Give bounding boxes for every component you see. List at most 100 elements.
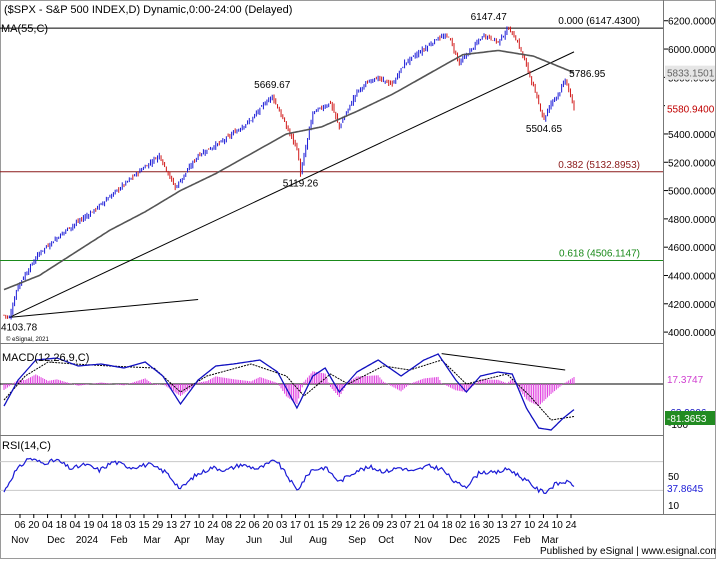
time-axis-day-label: 13: [497, 520, 509, 531]
price-axis-label: 5400.0000: [668, 130, 716, 141]
copyright-label: © eSignal, 2021: [6, 336, 49, 343]
time-axis-day-label: 01: [304, 520, 316, 531]
chart-title: ($SPX - S&P 500 INDEX,D) Dynamic,0:00-24…: [4, 4, 292, 16]
time-axis-month-label: Apr: [174, 535, 190, 546]
price-axis-label: 4400.0000: [668, 271, 716, 282]
time-axis-day-label: 20: [262, 520, 274, 531]
time-axis-day-label: 29: [152, 520, 164, 531]
time-axis-day-label: 15: [317, 520, 329, 531]
rsi-panel: 50 10 37.8645: [0, 457, 715, 512]
price-axis-label: 6200.0000: [668, 17, 716, 28]
price-annotation: 5119.26: [283, 179, 319, 190]
time-axis-month-label: Oct: [378, 535, 394, 546]
time-axis-month-label: Nov: [414, 535, 432, 546]
time-axis-month-label: Feb: [110, 535, 128, 546]
time-axis-day-label: 27: [180, 520, 192, 531]
price-annotation: 6147.47: [471, 12, 508, 23]
signal-value-tag: -81.3653: [667, 414, 707, 425]
rsi-line: [3, 457, 575, 495]
time-axis-day-label: 03: [276, 520, 288, 531]
time-axis-day-label: 08: [221, 520, 233, 531]
price-axis-label: 5000.0000: [668, 187, 716, 198]
time-axis-day-label: 26: [359, 520, 371, 531]
time-axis-month-label: Sep: [348, 535, 366, 546]
last-price-tag: 5580.9400: [667, 104, 715, 115]
price-panel: 4000.0000 4200.0000 4400.0000 4600.0000 4800…: [0, 12, 716, 339]
time-axis-month-label: 2025: [478, 535, 501, 546]
rsi-value-tag: 37.8645: [667, 484, 704, 495]
price-annotation: 5786.95: [569, 69, 606, 80]
trendline: [9, 51, 575, 318]
price-axis-label: 6000.0000: [668, 45, 716, 56]
time-axis-day-label: 24: [207, 520, 219, 531]
time-axis-day-label: 04: [42, 520, 54, 531]
time-axis-month-label: Jun: [246, 535, 262, 546]
time-axis-month-label: 2024: [76, 535, 99, 546]
macd-axis-label: -100: [668, 420, 688, 431]
time-axis-day-label: 21: [414, 520, 426, 531]
trendline: [9, 299, 199, 318]
rsi-label: RSI(14,C): [2, 440, 51, 452]
fib-level-label: 0.000 (6147.4300): [558, 16, 640, 27]
time-axis-day-label: 22: [235, 520, 247, 531]
price-axis-label: 4200.0000: [668, 300, 716, 311]
time-axis-day-label: 24: [565, 520, 577, 531]
time-axis-day-label: 30: [483, 520, 495, 531]
time-axis-day-label: 06: [14, 520, 26, 531]
time-axis-month-label: Jul: [280, 535, 293, 546]
time-axis-day-label: 19: [83, 520, 95, 531]
price-axis-label: 4800.0000: [668, 215, 716, 226]
time-axis-day-label: 03: [125, 520, 137, 531]
time-axis-month-label: Mar: [541, 535, 559, 546]
time-axis-day-label: 04: [70, 520, 82, 531]
time-axis-day-label: 10: [194, 520, 206, 531]
time-axis-day-label: 29: [331, 520, 343, 531]
price-annotation: 4103.78: [1, 322, 38, 333]
time-axis-month-label: Nov: [11, 535, 29, 546]
fib-level-label: 0.382 (5132.8953): [558, 160, 640, 171]
macd-divergence-line: [441, 353, 566, 371]
time-axis-day-label: 16: [469, 520, 481, 531]
fib-level-label: 0.618 (4506.1147): [559, 248, 640, 259]
time-axis-day-label: 17: [290, 520, 302, 531]
time-axis-day-label: 23: [386, 520, 398, 531]
time-axis-day-label: 18: [441, 520, 453, 531]
time-axis-day-label: 18: [56, 520, 68, 531]
time-axis-day-label: 15: [138, 520, 150, 531]
time-axis-day-label: 10: [552, 520, 564, 531]
time-axis-month-label: Mar: [143, 535, 161, 546]
rsi-value-tag-bg: [665, 481, 715, 495]
price-axis-label: 4600.0000: [668, 243, 716, 254]
time-axis: 06 20 04 18 04 19 04 18 03 15 29 13 27 10 24 08 22 06 20 03…: [11, 514, 577, 546]
macd-label: MACD(12,26,9,C): [2, 352, 89, 364]
time-axis-day-label: 27: [510, 520, 522, 531]
time-axis-day-label: 12: [345, 520, 357, 531]
rsi-axis-label: 10: [668, 501, 680, 512]
time-axis-day-label: 13: [166, 520, 178, 531]
price-annotation: 5504.65: [526, 124, 563, 135]
time-axis-day-label: 06: [249, 520, 261, 531]
time-axis-month-label: Aug: [309, 535, 327, 546]
time-axis-day-label: 04: [428, 520, 440, 531]
price-annotation: 5669.67: [254, 80, 291, 91]
time-axis-day-label: 10: [524, 520, 536, 531]
macd-signal-line: [3, 359, 575, 421]
time-axis-month-label: Feb: [513, 535, 531, 546]
macd-line: [3, 353, 575, 431]
time-axis-day-label: 20: [28, 520, 40, 531]
time-axis-day-label: 07: [400, 520, 412, 531]
time-axis-day-label: 09: [373, 520, 385, 531]
time-axis-month-label: Dec: [449, 535, 467, 546]
rsi-axis-label: 50: [668, 472, 680, 483]
last-price-tag-bg: [665, 101, 715, 116]
ma-value-tag-bg: [665, 65, 715, 80]
footer-label: Published by eSignal | www.esignal.com: [540, 546, 716, 557]
price-axis-label: 4000.0000: [668, 328, 716, 339]
time-axis-month-label: May: [206, 535, 225, 546]
time-axis-day-label: 02: [455, 520, 467, 531]
signal-value-tag-bg: [665, 411, 715, 425]
